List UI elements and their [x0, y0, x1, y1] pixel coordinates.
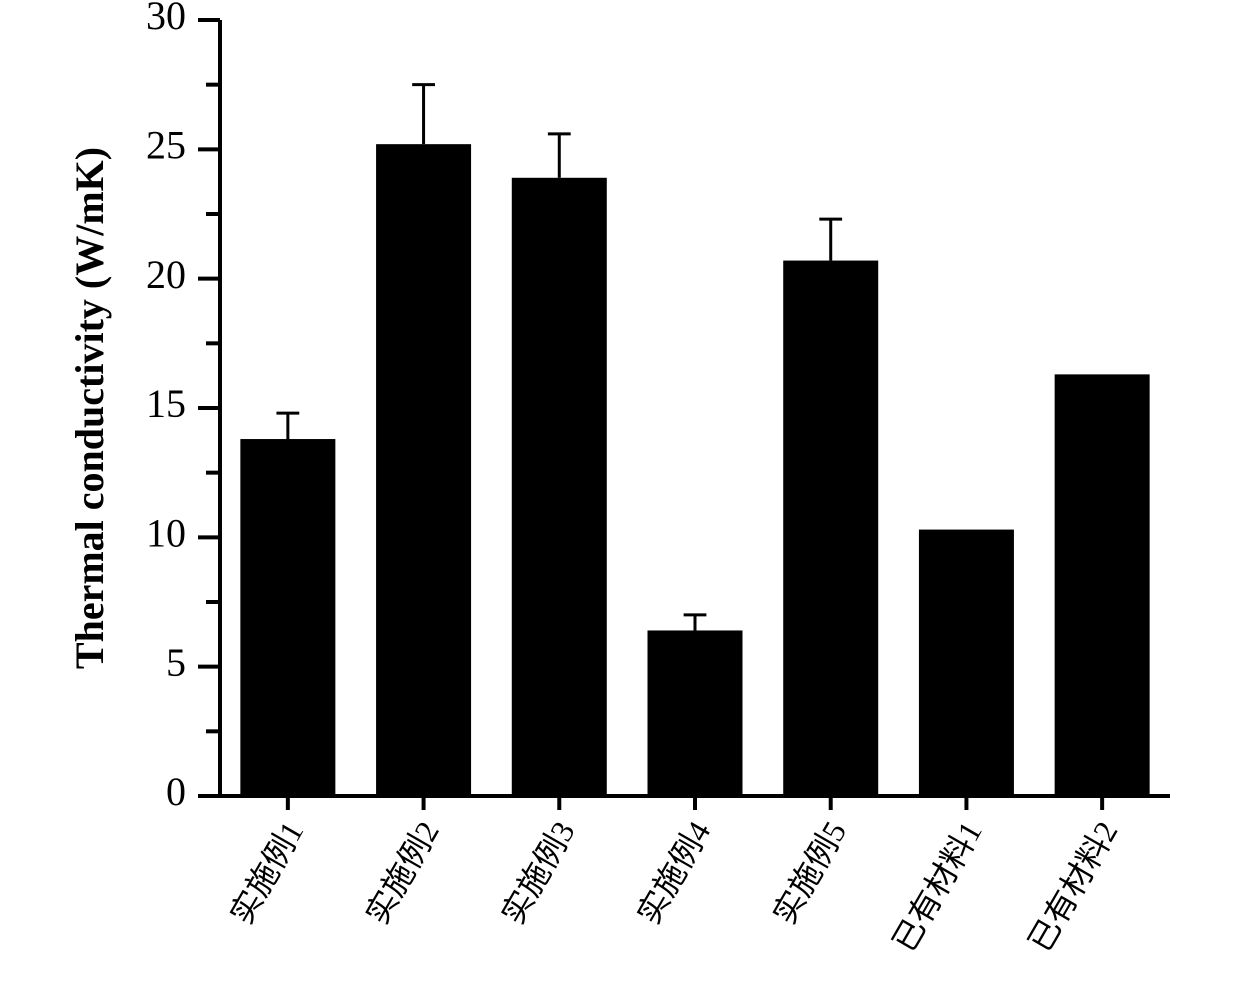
- bar: [512, 178, 607, 796]
- bar: [376, 144, 471, 796]
- chart-background: [0, 0, 1240, 983]
- bar: [919, 530, 1014, 796]
- y-tick-label: 5: [166, 640, 186, 685]
- y-tick-label: 25: [146, 123, 186, 168]
- y-tick-label: 30: [146, 0, 186, 38]
- y-tick-label: 15: [146, 381, 186, 426]
- bar: [240, 439, 335, 796]
- y-tick-label: 0: [166, 769, 186, 814]
- thermal-conductivity-bar-chart: 051015202530Thermal conductivity (W/mK)实…: [0, 0, 1240, 983]
- y-tick-label: 10: [146, 511, 186, 556]
- bar: [648, 630, 743, 796]
- y-tick-label: 20: [146, 252, 186, 297]
- chart-container: 051015202530Thermal conductivity (W/mK)实…: [0, 0, 1240, 983]
- bar: [783, 261, 878, 796]
- y-axis-label: Thermal conductivity (W/mK): [67, 147, 112, 669]
- bar: [1055, 374, 1150, 796]
